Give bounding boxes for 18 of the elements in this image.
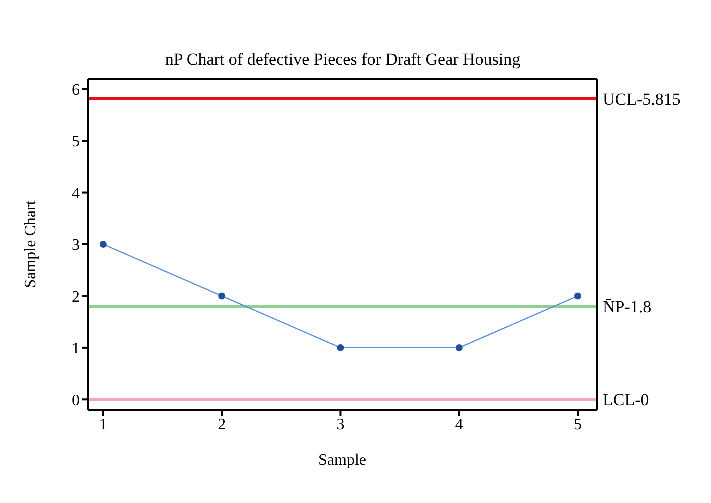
y-axis-title: Sample Chart	[22, 200, 40, 288]
chart-title: nP Chart of defective Pieces for Draft Gear Housing	[164, 50, 522, 70]
y-tick-label: 0	[72, 392, 80, 410]
x-tick-label: 4	[455, 416, 464, 434]
y-tick-label: 1	[72, 340, 80, 358]
y-tick-label: 4	[72, 185, 80, 202]
ref-line-label: N̄P-1.8	[603, 298, 652, 317]
x-tick-label: 3	[336, 416, 345, 434]
x-axis-title: Sample	[318, 452, 366, 469]
y-tick-label: 3	[72, 237, 80, 254]
y-tick-label: 2	[72, 288, 80, 306]
x-tick-label: 5	[574, 416, 582, 434]
x-tick-label: 2	[218, 416, 226, 434]
x-tick-label: 1	[99, 416, 108, 434]
ref-line-label: LCL-0	[603, 390, 650, 410]
y-tick-label: 6	[72, 82, 80, 100]
ref-line-label: UCL-5.815	[603, 90, 681, 109]
y-tick-label: 5	[72, 134, 80, 151]
